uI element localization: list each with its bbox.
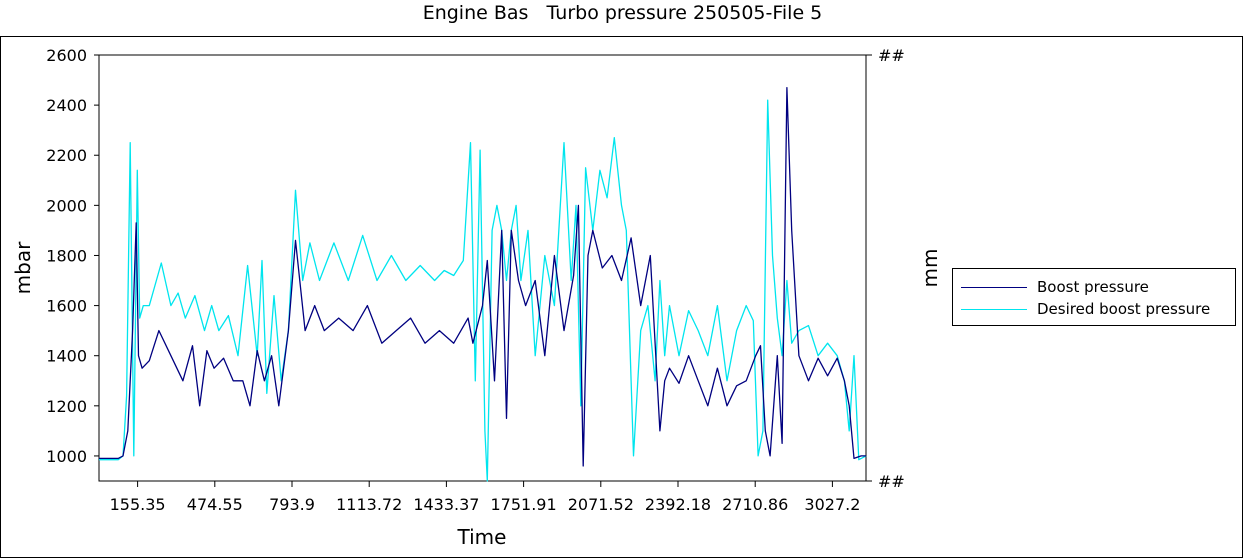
y-tick-label: 2000 — [46, 196, 87, 215]
y-tick-label: 1400 — [46, 347, 87, 366]
series-line-desired-boost-pressure — [99, 99, 867, 482]
x-tick-label: 2392.18 — [645, 495, 711, 514]
x-tick-label: 1113.72 — [336, 495, 402, 514]
series-line-boost-pressure — [99, 86, 866, 467]
y-tick-label: 2400 — [46, 96, 87, 115]
x-tick-label: 474.55 — [187, 495, 243, 514]
y-tick-label: 1800 — [46, 246, 87, 265]
legend-label-desired: Desired boost pressure — [1037, 300, 1211, 318]
series-layer — [99, 86, 867, 482]
chart-title: Engine Bas Turbo pressure 250505-File 5 — [422, 2, 823, 24]
y-tick-label: 2600 — [46, 46, 87, 65]
legend-label-boost: Boost pressure — [1037, 278, 1149, 296]
legend-swatch-boost — [961, 286, 1027, 288]
y2-axis: ## ## — [866, 46, 905, 491]
x-tick-label: 2710.86 — [722, 495, 788, 514]
y2-axis-label: mm — [918, 249, 942, 288]
y-tick-label: 1200 — [46, 397, 87, 416]
y-tick-label: 1000 — [46, 447, 87, 466]
x-tick-label: 1751.91 — [491, 495, 557, 514]
y2-tick-label: ## — [878, 46, 905, 65]
x-axis: 155.35 474.55 793.9 1113.72 1433.37 1751.91 20… — [110, 481, 860, 514]
chart-legend: Boost pressure Desired boost pressure — [952, 268, 1236, 326]
legend-item-desired: Desired boost pressure — [961, 299, 1210, 319]
legend-item-boost: Boost pressure — [961, 277, 1149, 297]
chart-frame — [0, 36, 1243, 558]
x-axis-label: Time — [457, 525, 507, 549]
x-tick-label: 1433.37 — [413, 495, 479, 514]
y2-tick-label: ## — [878, 472, 905, 491]
plot-area — [98, 54, 867, 482]
y-axis: 1000 1200 1400 1600 1800 2000 2200 2400 2600 — [46, 46, 99, 466]
x-tick-label: 2071.52 — [568, 495, 634, 514]
legend-swatch-desired — [961, 308, 1027, 310]
y-axis-label: mbar — [11, 241, 35, 294]
y-tick-label: 2200 — [46, 146, 87, 165]
x-tick-label: 3027.2 — [804, 495, 860, 514]
x-tick-label: 793.9 — [269, 495, 315, 514]
x-tick-label: 155.35 — [110, 495, 166, 514]
y-tick-label: 1600 — [46, 297, 87, 316]
